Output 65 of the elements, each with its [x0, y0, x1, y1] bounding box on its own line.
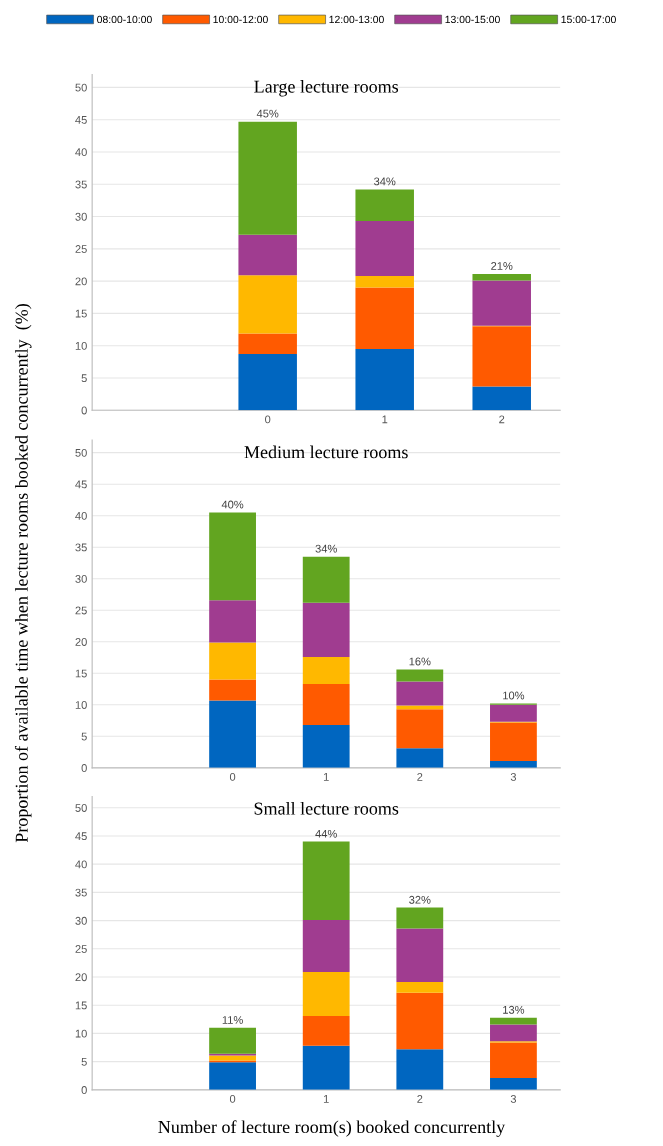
- y-tick-label: 50: [75, 448, 87, 457]
- y-tick-label: 25: [75, 945, 87, 953]
- total-label: 40%: [221, 500, 244, 509]
- x-tick-label: 0: [229, 772, 236, 781]
- y-tick-label: 15: [75, 1001, 87, 1010]
- y-tick-label: 50: [75, 83, 87, 92]
- legend-label: 10:00-12:00: [213, 15, 268, 24]
- x-tick-label: 1: [323, 773, 329, 781]
- y-tick-label: 45: [75, 480, 87, 489]
- total-label: 45%: [256, 109, 279, 118]
- chart-title: Medium lecture rooms: [244, 445, 408, 459]
- y-tick-label: 30: [75, 575, 87, 583]
- y-tick-label: 40: [75, 860, 87, 869]
- chart-title: Small lecture rooms: [254, 802, 399, 815]
- y-tick-label: 10: [75, 341, 87, 350]
- x-tick-label: 2: [499, 415, 505, 424]
- y-tick-label: 20: [75, 638, 87, 646]
- total-label: 32%: [409, 895, 431, 904]
- y-tick-label: 0: [81, 764, 87, 772]
- y-tick-label: 35: [75, 888, 87, 897]
- y-tick-label: 10: [75, 1029, 87, 1038]
- total-label: 34%: [374, 177, 396, 186]
- y-tick-label: 10: [75, 701, 87, 709]
- total-label: 44%: [315, 829, 337, 838]
- y-tick-label: 45: [75, 832, 87, 841]
- y-tick-label: 15: [75, 309, 87, 318]
- x-tick-label: 0: [229, 1095, 236, 1103]
- y-axis-title: Proportion of available time when lecture rooms booked concurrently (%): [14, 304, 32, 843]
- y-tick-label: 5: [81, 732, 87, 741]
- total-label: 16%: [409, 657, 431, 666]
- y-tick-label: 40: [75, 511, 87, 520]
- x-tick-label: 2: [417, 1095, 423, 1103]
- total-label: 10%: [503, 691, 525, 700]
- y-tick-label: 20: [75, 277, 87, 286]
- x-tick-label: 3: [510, 772, 517, 781]
- y-tick-label: 30: [75, 916, 87, 925]
- x-axis-title: Number of lecture room(s) booked concurrently: [158, 1120, 506, 1137]
- y-tick-label: 0: [81, 406, 87, 415]
- y-tick-label: 25: [75, 606, 87, 615]
- x-tick-label: 3: [510, 1095, 517, 1103]
- legend-label: 15:00-17:00: [561, 15, 616, 24]
- y-tick-label: 0: [81, 1086, 87, 1094]
- y-tick-label: 5: [81, 1058, 87, 1066]
- x-tick-label: 1: [382, 415, 388, 424]
- total-label: 11%: [222, 1016, 243, 1024]
- total-label: 13%: [503, 1005, 525, 1014]
- total-label: 21%: [491, 262, 513, 270]
- x-tick-label: 1: [323, 1095, 329, 1103]
- legend-label: 12:00-13:00: [329, 15, 384, 24]
- x-tick-label: 2: [417, 772, 423, 781]
- y-tick-label: 20: [75, 973, 87, 982]
- total-label: 34%: [315, 544, 337, 553]
- y-tick-label: 45: [75, 116, 87, 124]
- chart-title: Large lecture rooms: [254, 80, 399, 97]
- y-tick-label: 35: [75, 180, 87, 189]
- y-tick-label: 30: [75, 212, 87, 221]
- legend-label: 08:00-10:00: [97, 15, 152, 24]
- y-tick-label: 50: [75, 804, 87, 812]
- y-tick-label: 25: [75, 245, 87, 253]
- y-tick-label: 40: [75, 148, 87, 157]
- x-tick-label: 0: [265, 415, 271, 424]
- y-tick-label: 5: [81, 374, 87, 383]
- y-tick-label: 35: [75, 543, 87, 552]
- legend-label: 13:00-15:00: [445, 15, 500, 24]
- y-tick-label: 15: [75, 669, 87, 678]
